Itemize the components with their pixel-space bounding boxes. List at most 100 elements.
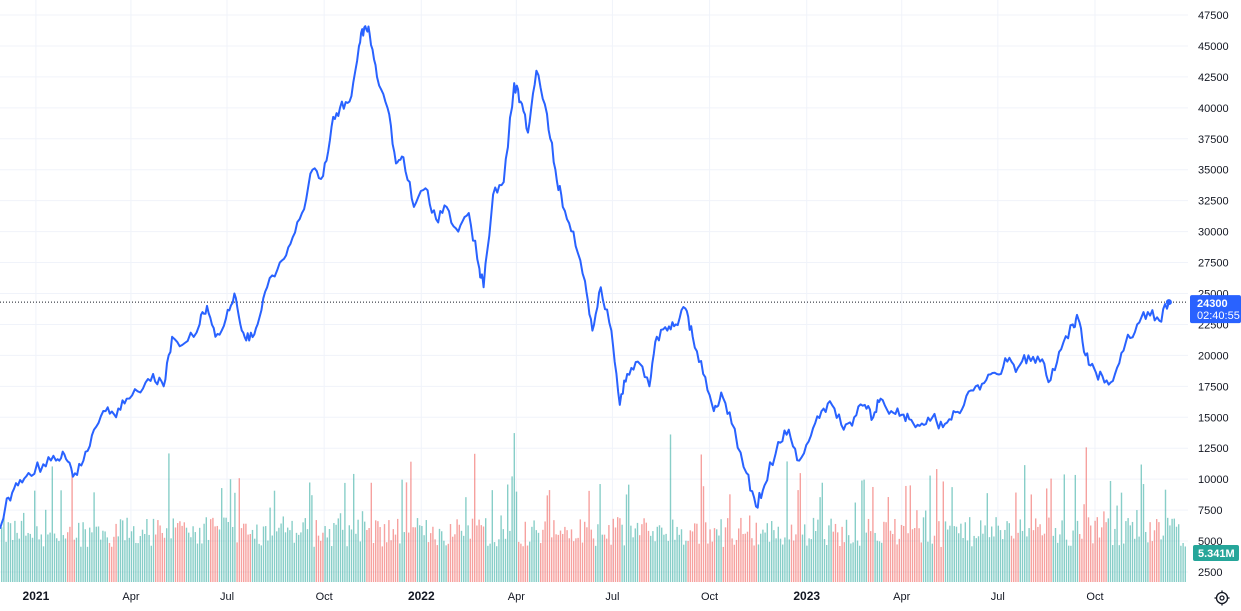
volume-bar: [14, 520, 16, 582]
volume-bar: [375, 520, 377, 582]
volume-bar: [247, 534, 249, 582]
volume-bar: [986, 493, 988, 582]
volume-bar: [993, 536, 995, 582]
volume-bar: [155, 534, 157, 582]
volume-bar: [740, 517, 742, 582]
volume-bar: [843, 542, 845, 582]
volume-bar: [601, 534, 603, 582]
x-tick-label: 2022: [408, 589, 435, 603]
volume-bar: [460, 530, 463, 582]
volume-bar: [617, 517, 619, 582]
volume-bar: [777, 526, 779, 582]
y-tick-label: 20000: [1198, 350, 1229, 362]
volume-bar: [531, 526, 533, 582]
volume-bar: [709, 529, 711, 582]
volume-bar: [1103, 511, 1105, 582]
volume-bar: [1105, 522, 1107, 582]
volume-bar: [1125, 521, 1127, 582]
volume-bar: [870, 531, 872, 582]
volume-bar: [489, 543, 491, 582]
volume-bar: [214, 526, 216, 582]
volume-bar: [865, 532, 867, 582]
volume-bar: [850, 543, 852, 582]
volume-bar: [815, 531, 817, 582]
volume-bar: [438, 528, 441, 582]
volume-bar: [584, 521, 586, 582]
volume-bar: [309, 482, 311, 582]
volume-bar: [405, 482, 408, 582]
price-axis[interactable]: 2500500075001000012500150001750020000225…: [1198, 10, 1229, 579]
volume-bar: [823, 539, 826, 582]
chart-settings-button[interactable]: [1212, 588, 1232, 608]
volume-bar: [661, 527, 663, 582]
volume-bar: [727, 518, 729, 582]
volume-bar: [333, 523, 335, 582]
volume-bar: [476, 525, 478, 582]
volume-bar: [898, 538, 900, 582]
volume-bar: [478, 519, 480, 582]
volume-bar: [449, 524, 452, 582]
volume-bar: [760, 533, 762, 582]
volume-bar: [652, 531, 654, 582]
x-tick-label: 2023: [793, 589, 820, 603]
volume-bar: [289, 530, 291, 582]
volume-bar: [350, 529, 353, 582]
volume-bar: [764, 532, 766, 582]
volume-bar: [346, 546, 348, 582]
volume-bar: [467, 525, 469, 582]
volume-bar: [223, 517, 225, 582]
last-volume-badge: 5.341M: [1193, 545, 1239, 561]
volume-bar: [174, 527, 177, 582]
volume-bar: [949, 525, 951, 582]
volume-bar: [447, 543, 449, 582]
volume-bar: [1120, 492, 1123, 582]
volume-bar: [621, 524, 623, 582]
volume-bar: [793, 540, 795, 582]
volume-bar: [632, 537, 634, 582]
volume-bar: [971, 546, 973, 582]
volume-bar: [168, 453, 170, 582]
volume-bar: [441, 531, 443, 582]
volume-bar: [513, 433, 515, 582]
volume-bar: [786, 461, 788, 582]
volume-bar: [366, 529, 368, 582]
volume-bar: [388, 520, 390, 582]
volume-bar: [757, 544, 760, 582]
volume-bar: [1026, 536, 1028, 582]
volume-bar: [1153, 530, 1156, 582]
volume-bar: [863, 479, 865, 582]
volume-bar: [1182, 543, 1184, 582]
volume-bar: [249, 534, 251, 582]
y-tick-label: 27500: [1198, 258, 1229, 270]
volume-bar: [608, 525, 610, 582]
volume-bar: [603, 534, 606, 582]
volume-bar: [113, 536, 115, 582]
volume-bar: [654, 541, 656, 582]
volume-bar: [243, 523, 245, 582]
volume-bar: [555, 534, 557, 582]
volume-bar: [432, 526, 434, 582]
volume-bar: [834, 523, 837, 582]
volume-bar: [183, 522, 185, 582]
volume-bar: [463, 535, 465, 582]
volume-bar: [203, 523, 205, 582]
volume-bar: [711, 541, 713, 582]
volume-bar: [381, 546, 383, 582]
time-axis[interactable]: 2021 Apr Jul Oct 2022 Apr Jul Oct 2023 Apr Jul Oct: [23, 589, 1104, 603]
volume-bar: [647, 530, 650, 582]
volume-bar: [225, 517, 227, 582]
volume-bar: [610, 544, 612, 582]
volume-bar: [881, 542, 883, 582]
volume-bar: [1079, 534, 1081, 582]
volume-bar: [733, 544, 735, 582]
y-tick-label: 17500: [1198, 381, 1229, 393]
volume-bar: [256, 524, 258, 582]
volume-bar: [104, 531, 106, 582]
volume-bar: [663, 534, 665, 582]
volume-bar: [1035, 518, 1037, 582]
volume-bar: [1109, 480, 1112, 582]
volume-bar: [1021, 530, 1024, 582]
volume-bar: [548, 490, 551, 582]
volume-bar: [526, 545, 529, 582]
